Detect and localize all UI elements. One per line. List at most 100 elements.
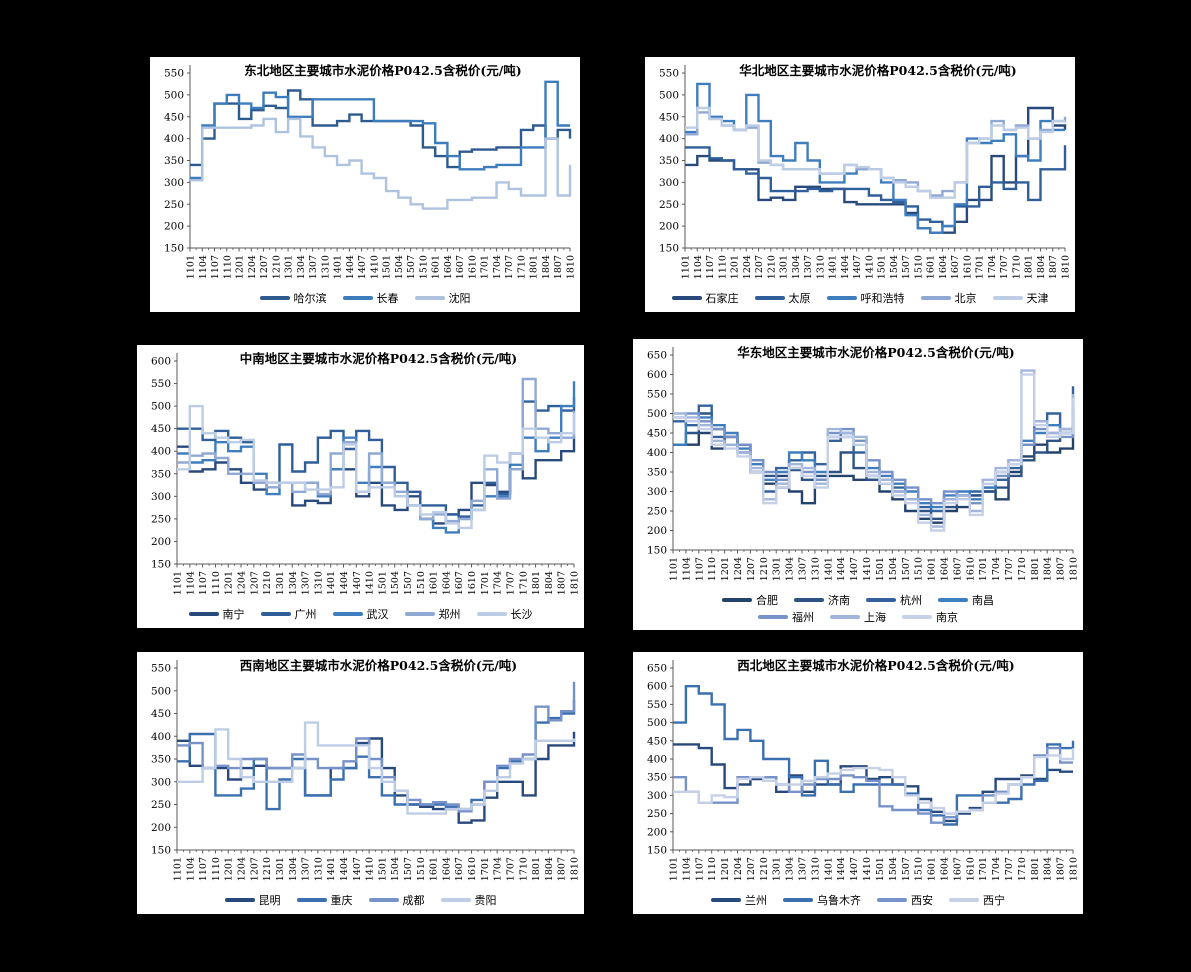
x-tick-label: 1610 <box>962 255 973 279</box>
legend-label: 呼和浩特 <box>860 292 905 305</box>
x-tick-label: 1107 <box>705 255 716 279</box>
series-line-7 <box>673 373 1075 532</box>
legend-item: 西安 <box>877 892 933 908</box>
chart-title-southwest: 西南地区主要城市水泥价格P042.5含税价(元/吨) <box>239 658 518 673</box>
legend-line-swatch <box>404 612 435 616</box>
y-tick-label: 500 <box>151 685 171 697</box>
x-tick-label: 1710 <box>516 255 527 279</box>
x-tick-label: 1710 <box>1017 557 1028 581</box>
y-tick-label: 450 <box>647 428 667 440</box>
legend-line-swatch <box>711 898 741 902</box>
y-tick-label: 600 <box>647 681 667 693</box>
x-tick-label: 1407 <box>849 857 860 881</box>
x-tick-label: 1601 <box>926 255 937 279</box>
legend-label: 长沙 <box>510 608 533 621</box>
x-tick-label: 1410 <box>864 255 875 279</box>
x-tick-label: 1210 <box>766 255 777 279</box>
x-tick-label: 1401 <box>828 255 839 279</box>
x-tick-label: 1210 <box>759 557 770 581</box>
series-line-3 <box>177 381 576 534</box>
x-tick-label: 1107 <box>694 557 705 581</box>
x-tick-label: 1710 <box>518 571 529 595</box>
y-tick-label: 550 <box>151 663 171 675</box>
x-tick-label: 1401 <box>326 571 337 595</box>
x-tick-label: 1604 <box>939 557 950 581</box>
chart-panel-north-china: 华北地区主要城市水泥价格P042.5含税价(元/吨) 150 200 250 300 3… <box>645 57 1075 312</box>
legend-item: 福州 <box>758 609 814 625</box>
series-line-5 <box>685 106 1065 199</box>
series-line-3 <box>685 82 1065 234</box>
legend-item: 合肥 <box>722 592 778 608</box>
chart-panel-southwest: 西南地区主要城市水泥价格P042.5含税价(元/吨) 150 200 250 300 3… <box>137 652 584 914</box>
x-tick-label: 1307 <box>803 255 814 279</box>
chart-legend: 石家庄 太原 呼和浩特 北京 天津 <box>645 290 1075 306</box>
x-tick-label: 1601 <box>429 571 440 595</box>
legend-item: 重庆 <box>296 892 353 908</box>
x-tick-label: 1504 <box>390 571 401 595</box>
x-tick-label: 1110 <box>211 571 222 595</box>
x-tick-label: 1310 <box>313 857 324 881</box>
x-tick-label: 1701 <box>975 255 986 279</box>
legend-label: 广州 <box>294 608 317 621</box>
series-line-4 <box>673 405 1075 509</box>
x-tick-label: 1304 <box>288 857 299 881</box>
series-line-2 <box>177 699 576 811</box>
x-tick-label: 1310 <box>320 255 331 279</box>
legend-item: 太原 <box>754 290 811 306</box>
x-tick-label: 1204 <box>247 255 258 279</box>
x-tick-label: 1404 <box>345 255 356 279</box>
x-tick-label: 1304 <box>791 255 802 279</box>
series-line-4 <box>673 748 1075 815</box>
x-tick-label: 1501 <box>875 857 886 881</box>
legend-label: 兰州 <box>745 894 767 907</box>
y-tick-label: 650 <box>647 663 667 675</box>
legend-line-swatch <box>332 612 363 616</box>
chart-legend: 昆明 重庆 成都 贵阳 <box>137 892 584 908</box>
legend-line-swatch <box>992 296 1023 300</box>
x-tick-label: 1307 <box>798 857 809 881</box>
chart-legend: 合肥 济南 杭州 南昌 福州 上海 南京 <box>633 592 1083 625</box>
y-tick-label: 550 <box>151 378 171 390</box>
legend-item: 杭州 <box>866 592 922 608</box>
x-tick-label: 1107 <box>198 571 209 595</box>
y-tick-label: 200 <box>164 221 184 233</box>
x-tick-label: 1701 <box>480 255 491 279</box>
legend-label: 贵阳 <box>474 894 497 907</box>
y-tick-label: 350 <box>647 467 667 479</box>
x-tick-label: 1301 <box>772 557 783 581</box>
y-tick-label: 550 <box>647 389 667 401</box>
x-tick-label: 1204 <box>237 857 248 881</box>
legend-item: 济南 <box>794 592 850 608</box>
legend-label: 哈尔滨 <box>293 292 327 305</box>
chart-panel-northwest: 西北地区主要城市水泥价格P042.5含税价(元/吨) 150 200 250 300 3… <box>633 652 1083 914</box>
x-tick-label: 1704 <box>991 857 1002 881</box>
x-tick-label: 1804 <box>544 571 555 595</box>
x-tick-label: 1407 <box>352 857 363 881</box>
x-tick-label: 1110 <box>707 557 718 581</box>
legend-label: 太原 <box>788 292 811 305</box>
x-tick-label: 1804 <box>1036 255 1047 279</box>
y-tick-label: 450 <box>151 423 171 435</box>
y-tick-label: 250 <box>659 199 679 211</box>
x-tick-label: 1501 <box>377 857 388 881</box>
x-tick-label: 1607 <box>952 557 963 581</box>
y-tick-label: 300 <box>659 177 679 189</box>
x-tick-label: 1810 <box>570 857 581 881</box>
series-line-2 <box>190 80 570 180</box>
x-tick-label: 1601 <box>431 255 442 279</box>
x-tick-label: 1310 <box>313 571 324 595</box>
x-tick-label: 1210 <box>262 571 273 595</box>
y-tick-label: 400 <box>647 754 667 766</box>
series-line-1 <box>673 431 1075 524</box>
x-tick-label: 1801 <box>531 857 542 881</box>
legend-item: 南京 <box>902 609 958 625</box>
x-tick-label: 1704 <box>987 255 998 279</box>
y-tick-label: 350 <box>647 772 667 784</box>
legend-line-swatch <box>938 598 968 602</box>
legend-label: 济南 <box>828 594 850 607</box>
legend-item: 昆明 <box>224 892 281 908</box>
x-tick-label: 1407 <box>852 255 863 279</box>
x-tick-label: 1704 <box>493 571 504 595</box>
